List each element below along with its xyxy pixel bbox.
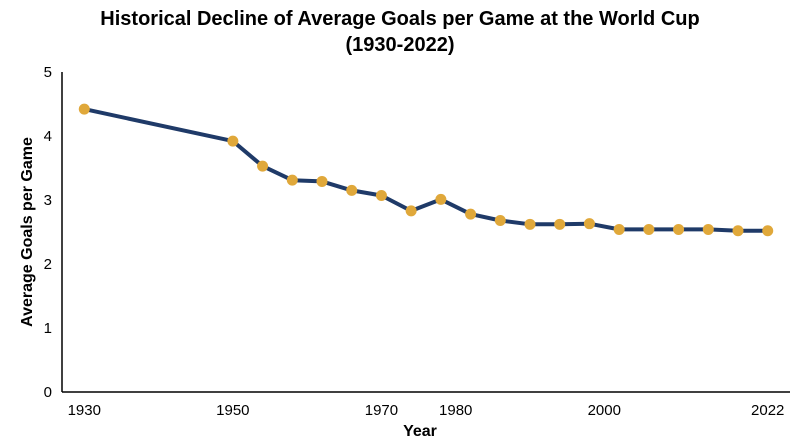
data-point: [316, 175, 328, 187]
x-tick-label: 1980: [439, 402, 472, 419]
x-tick-label: 1930: [68, 402, 101, 419]
x-tick-label: 2000: [588, 402, 621, 419]
y-tick-label: 1: [44, 320, 52, 337]
data-point: [465, 208, 477, 220]
data-point: [702, 223, 714, 235]
data-point: [554, 218, 566, 230]
data-point: [643, 223, 655, 235]
chart-title: Historical Decline of Average Goals per …: [0, 6, 800, 58]
data-point: [673, 223, 685, 235]
data-point: [375, 190, 387, 202]
y-tick-label: 0: [44, 384, 52, 401]
axes: [61, 72, 790, 393]
data-point: [732, 225, 744, 237]
data-point: [227, 135, 239, 147]
y-tick-label: 2: [44, 256, 52, 273]
y-tick-label: 3: [44, 192, 52, 209]
series-layer: [78, 103, 774, 237]
y-tick-label: 4: [44, 128, 52, 145]
data-point: [405, 205, 417, 217]
data-point: [583, 218, 595, 230]
chart-title-line-2: (1930-2022): [345, 34, 455, 56]
series-line: [82, 107, 770, 233]
x-axis-title: Year: [403, 423, 437, 440]
x-tick-label: 2022: [751, 402, 784, 419]
x-tick-label: 1970: [365, 402, 398, 419]
data-point: [346, 184, 358, 196]
y-tick-labels: 0 1 2 3 4 5: [44, 64, 52, 401]
data-point: [78, 103, 90, 115]
data-point: [613, 223, 625, 235]
chart-title-line-1: Historical Decline of Average Goals per …: [100, 8, 700, 30]
y-tick-label: 5: [44, 64, 52, 81]
data-point: [257, 160, 269, 172]
y-axis-title: Average Goals per Game: [19, 137, 36, 327]
x-tick-labels: 1930 1950 1970 1980 2000 2022: [68, 402, 785, 419]
data-point: [494, 214, 506, 226]
data-point: [286, 174, 298, 186]
data-point: [762, 225, 774, 237]
x-tick-label: 1950: [216, 402, 249, 419]
data-point: [435, 193, 447, 205]
data-point: [524, 218, 536, 230]
